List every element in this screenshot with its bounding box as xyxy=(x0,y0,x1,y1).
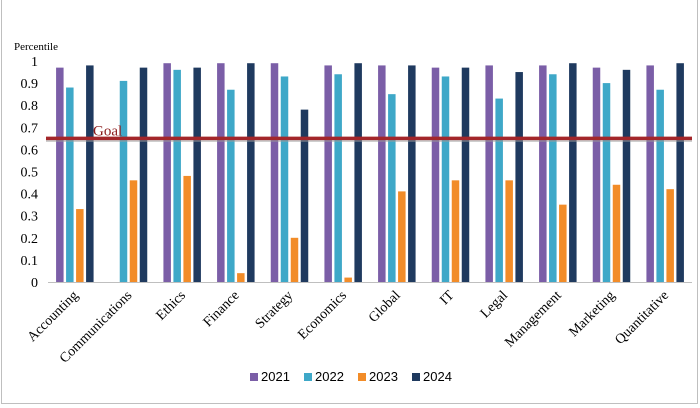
bar-2024-strategy xyxy=(300,109,309,283)
bar-2023-marketing xyxy=(612,184,621,282)
bar-2021-legal xyxy=(485,65,493,282)
bar-2022-it xyxy=(441,76,450,282)
bar-2023-strategy xyxy=(290,237,299,282)
bar-2021-finance xyxy=(217,63,225,283)
bar-2022-strategy xyxy=(280,76,289,282)
bar-2022-economics xyxy=(334,74,342,282)
bar-2024-economics xyxy=(354,63,362,283)
legend-label: 2023 xyxy=(369,369,398,384)
bar-2024-legal xyxy=(515,72,523,282)
bar-2021-economics xyxy=(324,65,332,282)
y-tick-label: 0.3 xyxy=(21,210,39,225)
bar-2021-management xyxy=(539,65,547,282)
bar-2024-marketing xyxy=(622,69,631,282)
bar-2022-communications xyxy=(119,80,128,282)
bar-2023-finance xyxy=(237,273,245,282)
bar-2021-strategy xyxy=(270,63,279,283)
bar-2022-accounting xyxy=(66,87,74,283)
bar-2023-global xyxy=(398,191,406,282)
y-tick-label: 0.5 xyxy=(21,166,39,181)
bar-2024-ethics xyxy=(193,67,201,282)
legend: 2021 2022 2023 2024 xyxy=(250,369,452,384)
y-axis-label: Percentile xyxy=(14,41,58,53)
category-label: Economics xyxy=(295,288,350,343)
category-label: IT xyxy=(437,288,457,308)
y-tick-label: 0 xyxy=(31,276,38,291)
bar-2023-economics xyxy=(344,277,352,282)
y-tick-label: 0.8 xyxy=(21,99,39,114)
legend-label: 2021 xyxy=(261,369,290,384)
bar-2024-global xyxy=(408,65,416,282)
bar-2023-quantitative xyxy=(666,189,674,282)
y-tick-label: 0.4 xyxy=(21,188,39,203)
bar-2022-legal xyxy=(495,98,503,282)
category-label: Accounting xyxy=(25,288,82,345)
bar-2021-it xyxy=(431,67,440,282)
y-tick-label: 0.2 xyxy=(21,232,39,247)
bar-2023-it xyxy=(451,180,460,282)
bar-2022-marketing xyxy=(602,83,611,282)
y-tick-label: 0.6 xyxy=(21,143,39,158)
y-axis-ticks: 0 0.1 0.2 0.3 0.4 0.5 0.6 0.7 0.8 0.9 1 xyxy=(21,55,39,291)
bar-2023-ethics xyxy=(183,175,191,282)
bar-2024-communications xyxy=(139,67,148,282)
legend-label: 2022 xyxy=(315,369,344,384)
bar-2024-management xyxy=(569,63,577,283)
bar-2021-accounting xyxy=(56,67,64,282)
goal-line-group: Goal xyxy=(46,123,692,142)
bar-2021-global xyxy=(378,65,386,282)
y-tick-label: 0.1 xyxy=(21,254,39,269)
category-label: Management xyxy=(502,288,564,350)
legend-swatch-2021 xyxy=(250,373,258,381)
bar-2024-accounting xyxy=(86,65,94,282)
category-label: Legal xyxy=(478,288,511,321)
legend-swatch-2022 xyxy=(304,373,312,381)
y-tick-label: 1 xyxy=(31,55,38,70)
goal-label: Goal xyxy=(93,123,122,139)
category-label: Ethics xyxy=(154,288,189,323)
bar-2023-legal xyxy=(505,180,513,282)
category-label: Marketing xyxy=(566,288,618,340)
y-tick-label: 0.7 xyxy=(21,121,39,136)
legend-label: 2024 xyxy=(423,369,452,384)
bar-2024-quantitative xyxy=(676,63,684,283)
category-label: Finance xyxy=(201,288,243,330)
bar-2022-quantitative xyxy=(656,89,664,282)
bar-2022-finance xyxy=(227,89,235,282)
bar-2023-communications xyxy=(129,180,138,282)
bar-2023-management xyxy=(559,204,567,282)
y-tick-label: 0.9 xyxy=(21,77,39,92)
bar-2021-marketing xyxy=(592,67,601,282)
bar-2021-ethics xyxy=(163,63,171,283)
category-label: Global xyxy=(366,288,404,326)
bar-2021-quantitative xyxy=(646,65,654,282)
category-label: Strategy xyxy=(253,288,297,332)
bar-2022-management xyxy=(549,74,557,282)
bar-2024-finance xyxy=(247,63,255,283)
bar-2023-accounting xyxy=(76,209,84,282)
bar-2022-global xyxy=(388,94,396,283)
legend-swatch-2023 xyxy=(358,373,366,381)
bar-2024-it xyxy=(461,67,470,282)
bar-2022-ethics xyxy=(173,69,181,282)
category-label: Quantitative xyxy=(612,288,672,348)
legend-swatch-2024 xyxy=(412,373,420,381)
bars xyxy=(56,63,684,283)
